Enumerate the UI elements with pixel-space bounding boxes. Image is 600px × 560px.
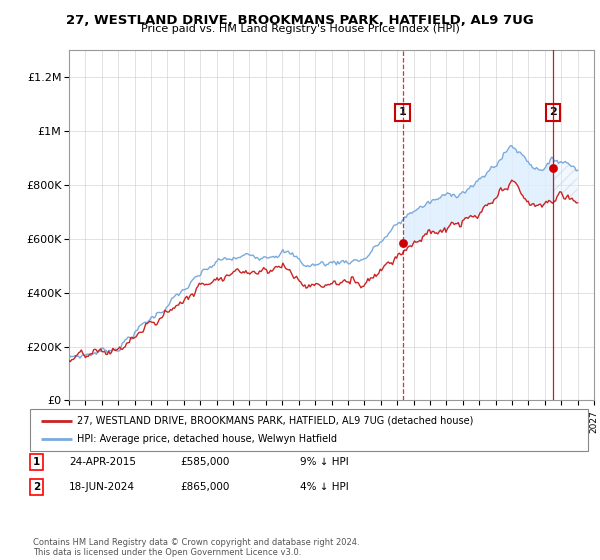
- Text: 9% ↓ HPI: 9% ↓ HPI: [300, 457, 349, 467]
- Text: 18-JUN-2024: 18-JUN-2024: [69, 482, 135, 492]
- Point: [398, 239, 407, 248]
- Text: Contains HM Land Registry data © Crown copyright and database right 2024.
This d: Contains HM Land Registry data © Crown c…: [33, 538, 359, 557]
- Text: HPI: Average price, detached house, Welwyn Hatfield: HPI: Average price, detached house, Welw…: [77, 434, 337, 444]
- Text: £585,000: £585,000: [180, 457, 229, 467]
- Text: 27, WESTLAND DRIVE, BROOKMANS PARK, HATFIELD, AL9 7UG: 27, WESTLAND DRIVE, BROOKMANS PARK, HATF…: [66, 14, 534, 27]
- Text: 24-APR-2015: 24-APR-2015: [69, 457, 136, 467]
- Text: £865,000: £865,000: [180, 482, 229, 492]
- Text: 4% ↓ HPI: 4% ↓ HPI: [300, 482, 349, 492]
- Text: 2: 2: [549, 108, 557, 118]
- Text: 1: 1: [33, 457, 40, 467]
- Point: [548, 163, 558, 172]
- Text: 27, WESTLAND DRIVE, BROOKMANS PARK, HATFIELD, AL9 7UG (detached house): 27, WESTLAND DRIVE, BROOKMANS PARK, HATF…: [77, 416, 474, 426]
- FancyBboxPatch shape: [30, 409, 588, 451]
- Text: Price paid vs. HM Land Registry's House Price Index (HPI): Price paid vs. HM Land Registry's House …: [140, 24, 460, 34]
- Text: 2: 2: [33, 482, 40, 492]
- Text: 1: 1: [399, 108, 406, 118]
